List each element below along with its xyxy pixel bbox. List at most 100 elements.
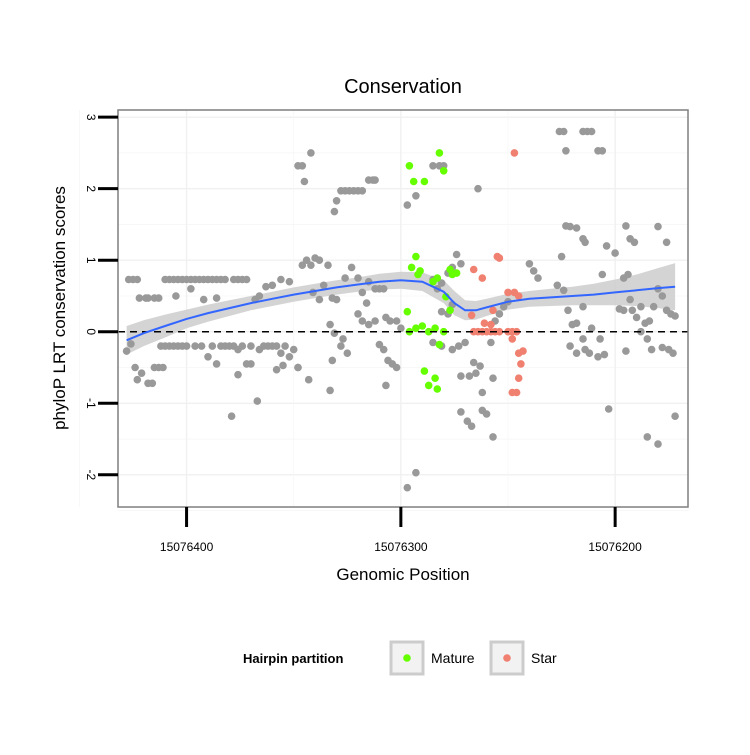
- data-point: [412, 468, 420, 477]
- data-point: [330, 329, 339, 338]
- data-point: [452, 250, 461, 259]
- data-point: [247, 342, 255, 350]
- data-point: [133, 275, 142, 284]
- data-point: [579, 335, 587, 343]
- data-point: [122, 347, 131, 355]
- data-point: [495, 310, 504, 318]
- data-point: [435, 149, 444, 157]
- data-point: [135, 294, 144, 302]
- data-point: [559, 286, 568, 295]
- data-point: [137, 369, 146, 378]
- data-point: [598, 147, 607, 155]
- data-point: [632, 313, 641, 322]
- data-point: [412, 192, 420, 200]
- data-point: [585, 349, 594, 358]
- data-point: [478, 388, 487, 397]
- data-point: [643, 335, 652, 343]
- data-point: [658, 292, 667, 300]
- data-point: [416, 267, 424, 275]
- data-point: [433, 385, 442, 393]
- data-point: [529, 267, 538, 275]
- data-point: [358, 187, 367, 195]
- data-point: [457, 260, 465, 268]
- data-point: [343, 349, 352, 358]
- data-point: [277, 349, 285, 358]
- data-point: [562, 147, 570, 155]
- data-point: [514, 374, 523, 383]
- data-point: [611, 249, 619, 257]
- data-point: [319, 281, 328, 290]
- plot-panel: [79, 110, 688, 511]
- data-point: [326, 320, 334, 329]
- data-point: [364, 320, 373, 329]
- data-point: [654, 440, 662, 448]
- data-point: [519, 347, 527, 355]
- y-axis-label: phyloP LRT conservation scores: [50, 186, 69, 430]
- data-point: [649, 302, 658, 311]
- data-point: [412, 252, 420, 261]
- data-point: [379, 285, 388, 293]
- data-point: [242, 275, 251, 284]
- data-point: [514, 292, 523, 300]
- data-point: [298, 261, 307, 270]
- x-axis: 15076400 15076300 15076200: [160, 507, 642, 554]
- data-point: [429, 162, 437, 170]
- data-point: [489, 374, 497, 383]
- data-point: [354, 274, 362, 282]
- data-point: [487, 338, 495, 347]
- data-point: [187, 285, 195, 293]
- data-point: [510, 149, 519, 157]
- data-point: [332, 197, 341, 205]
- y-tick-label: 3: [84, 114, 98, 121]
- data-point: [354, 310, 362, 318]
- data-point: [566, 222, 574, 231]
- data-point: [476, 362, 484, 370]
- data-point: [643, 433, 652, 441]
- data-point: [347, 263, 356, 272]
- data-point: [596, 335, 604, 343]
- data-point: [212, 360, 221, 368]
- x-tick-label: 15076200: [588, 540, 642, 554]
- y-axis: -2 -1 0 1 2 3: [84, 114, 118, 480]
- data-point: [647, 345, 656, 354]
- data-point: [326, 386, 334, 395]
- panel-border: [117, 109, 689, 508]
- data-point: [420, 177, 429, 186]
- y-tick-label: 2: [84, 185, 98, 192]
- data-point: [412, 324, 420, 333]
- data-point: [469, 265, 478, 274]
- y-tick-label: 1: [84, 257, 98, 264]
- data-point: [227, 412, 236, 421]
- data-point: [478, 274, 487, 282]
- data-point: [439, 167, 448, 175]
- data-point: [337, 342, 345, 350]
- data-point: [467, 311, 476, 320]
- x-axis-label: Genomic Position: [336, 565, 469, 584]
- data-point: [221, 275, 229, 284]
- data-point: [375, 340, 384, 349]
- data-point: [234, 370, 242, 379]
- data-point: [429, 338, 437, 347]
- data-point: [285, 353, 294, 361]
- data-point: [452, 269, 461, 277]
- data-point: [371, 317, 379, 325]
- data-point: [495, 254, 504, 262]
- data-point: [315, 256, 324, 265]
- data-point: [604, 405, 613, 413]
- legend-star-dot: [503, 654, 511, 662]
- legend-label-star: Star: [531, 650, 557, 666]
- data-point: [304, 375, 313, 384]
- data-point: [131, 363, 139, 372]
- data-point: [272, 342, 281, 350]
- data-point: [495, 327, 504, 336]
- data-point: [300, 177, 309, 186]
- data-point: [332, 295, 341, 304]
- data-point: [628, 306, 637, 315]
- data-point: [559, 127, 568, 136]
- data-point: [461, 338, 469, 347]
- data-point: [525, 260, 534, 268]
- data-point: [579, 302, 587, 311]
- data-point: [397, 324, 405, 333]
- data-point: [587, 127, 596, 136]
- data-point: [433, 274, 442, 282]
